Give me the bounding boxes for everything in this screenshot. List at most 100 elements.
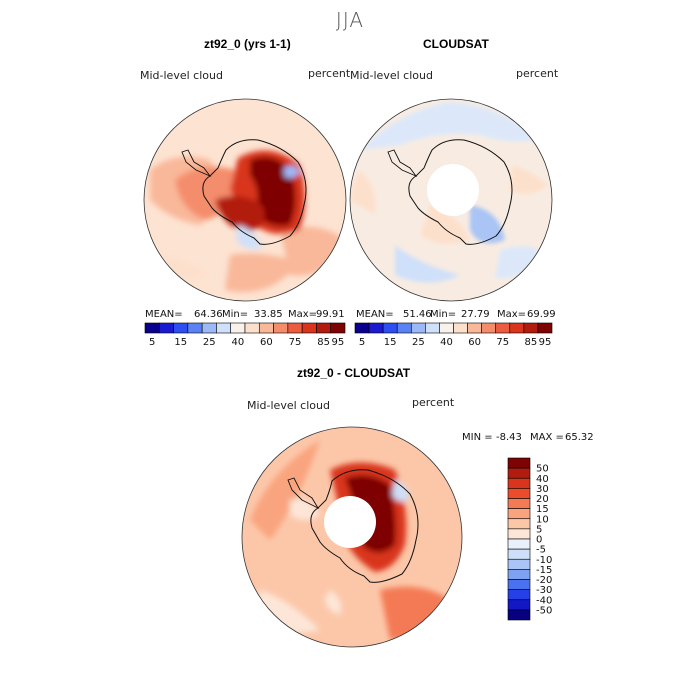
panel1-title: zt92_0 (yrs 1-1) — [204, 37, 291, 51]
colorbar-diff-tick-label: 0 — [536, 535, 542, 546]
colorbar-diff-swatch — [507, 569, 531, 580]
colorbar-panel1: 5 15 25 40 60 75 85 95 — [144, 322, 346, 348]
colorbar-panel2: 5 15 25 40 60 75 85 95 — [354, 322, 553, 348]
panel1-min: 33.85 — [254, 309, 283, 320]
colorbar-diff-swatch — [507, 579, 531, 590]
colorbar-diff-tick-label: -40 — [536, 595, 552, 606]
panel1-max: 99.91 — [316, 309, 345, 320]
colorbar-panel1-swatch — [244, 322, 260, 334]
colorbar-panel2-tick-label: 60 — [468, 337, 481, 348]
panel1-variable: Mid-level cloud — [140, 69, 223, 82]
colorbar-panel2-swatch — [481, 322, 497, 334]
colorbar-panel2-tick-label: 75 — [496, 337, 509, 348]
colorbar-diff-tick-label: 40 — [536, 474, 549, 485]
colorbar-diff-swatch — [507, 498, 531, 509]
colorbar-panel1-tick-label: 5 — [149, 337, 155, 348]
colorbar-panel2-swatch — [453, 322, 468, 334]
colorbar-diff-swatch — [507, 538, 531, 550]
colorbar-diff-swatch — [507, 589, 531, 601]
colorbar-diff-swatch — [507, 457, 531, 469]
colorbar-panel2-tick-label: 95 — [539, 337, 552, 348]
colorbar-panel1-swatch — [301, 322, 317, 334]
colorbar-diff-swatch — [507, 609, 531, 621]
colorbar-panel1-tick-label: 60 — [260, 337, 273, 348]
colorbar-panel2-swatch — [509, 322, 525, 334]
panel1-max-label: Max= — [288, 309, 318, 320]
panel3-min-label: MIN = — [462, 432, 493, 443]
panel2-mean-label: MEAN= — [356, 309, 394, 320]
colorbar-panel1-swatch — [287, 322, 303, 334]
colorbar-diff-swatch — [507, 467, 531, 479]
panel2-max-label: Max= — [497, 309, 527, 320]
colorbar-panel1-tick-label: 25 — [203, 337, 216, 348]
colorbar-panel2-swatch — [354, 322, 370, 334]
panel3-max-label: MAX = — [530, 432, 564, 443]
colorbar-diff-swatch — [507, 548, 531, 560]
colorbar-panel1-swatch — [144, 322, 160, 334]
panel3-max: 65.32 — [565, 432, 594, 443]
colorbar-panel2-swatch — [439, 322, 454, 334]
colorbar-diff-tick-label: -20 — [536, 575, 552, 586]
colorbar-panel1-swatch — [201, 322, 217, 334]
colorbar-panel2-tick-label: 5 — [359, 337, 365, 348]
colorbar-panel2-swatch — [523, 322, 539, 334]
panel1-mean-label: MEAN= — [145, 309, 183, 320]
colorbar-panel2-swatch — [382, 322, 398, 334]
colorbar-diff-swatch — [507, 599, 531, 611]
colorbar-diff-swatch — [507, 508, 531, 520]
colorbar-panel1-tick-label: 85 — [317, 337, 330, 348]
colorbar-panel2-tick-label: 40 — [440, 337, 453, 348]
panel2-title: CLOUDSAT — [423, 37, 489, 51]
colorbar-diff-tick-label: 20 — [536, 494, 549, 505]
colorbar-panel2-swatch — [467, 322, 482, 334]
colorbar-diff-swatch — [507, 558, 531, 570]
colorbar-panel1-swatch — [258, 322, 274, 334]
panel2-min-label: Min= — [430, 309, 457, 320]
colorbar-panel2-tick-label: 15 — [384, 337, 397, 348]
colorbar-panel2-tick-label: 25 — [412, 337, 425, 348]
panel3-variable: Mid-level cloud — [247, 399, 330, 412]
colorbar-diff-tick-label: 15 — [536, 504, 549, 515]
colorbar-diff-tick-label: -15 — [536, 565, 552, 576]
panel1-mean: 64.36 — [194, 309, 223, 320]
map-panel2 — [349, 98, 553, 302]
colorbar-panel2-swatch — [537, 322, 553, 334]
colorbar-panel1-swatch — [187, 322, 203, 334]
colorbar-panel1-tick-label: 40 — [231, 337, 244, 348]
colorbar-diff-swatch — [507, 518, 531, 530]
colorbar-panel1-tick-label: 15 — [174, 337, 187, 348]
colorbar-diff-swatch — [507, 477, 531, 489]
panel2-units: percent — [516, 67, 559, 80]
panel3-min: -8.43 — [496, 432, 522, 443]
colorbar-diff-tick-label: -50 — [536, 605, 552, 616]
colorbar-panel2-swatch — [396, 322, 412, 334]
colorbar-panel1-swatch — [216, 322, 232, 334]
colorbar-diff-swatch — [507, 528, 531, 540]
panel3-title: zt92_0 - CLOUDSAT — [297, 366, 411, 380]
colorbar-diff-swatch — [507, 488, 531, 499]
colorbar-panel2-tick-label: 85 — [525, 337, 538, 348]
panel1-min-label: Min= — [222, 309, 249, 320]
season-title: JJA — [335, 8, 365, 32]
colorbar-panel1-swatch — [158, 322, 174, 334]
panel2-mean: 51.46 — [403, 309, 432, 320]
map-panel3 — [241, 426, 463, 648]
colorbar-diff-tick-label: 50 — [536, 464, 549, 475]
panel2-min: 27.79 — [461, 309, 490, 320]
colorbar-panel1-swatch — [273, 322, 289, 334]
panel1-units: percent — [308, 67, 351, 80]
colorbar-diff-tick-label: 30 — [536, 484, 549, 495]
colorbar-panel1-swatch — [173, 322, 189, 334]
colorbar-panel1-swatch — [330, 322, 346, 334]
colorbar-diff-tick-label: -30 — [536, 585, 552, 596]
colorbar-diff-tick-label: -5 — [536, 545, 546, 556]
colorbar-panel2-swatch — [410, 322, 426, 334]
colorbar-panel2-swatch — [495, 322, 511, 334]
panel3-units: percent — [412, 396, 455, 409]
colorbar-panel1-tick-label: 75 — [289, 337, 302, 348]
colorbar-diff-tick-label: -10 — [536, 555, 552, 566]
colorbar-panel1-swatch — [230, 322, 246, 334]
panel2-variable: Mid-level cloud — [350, 69, 433, 82]
